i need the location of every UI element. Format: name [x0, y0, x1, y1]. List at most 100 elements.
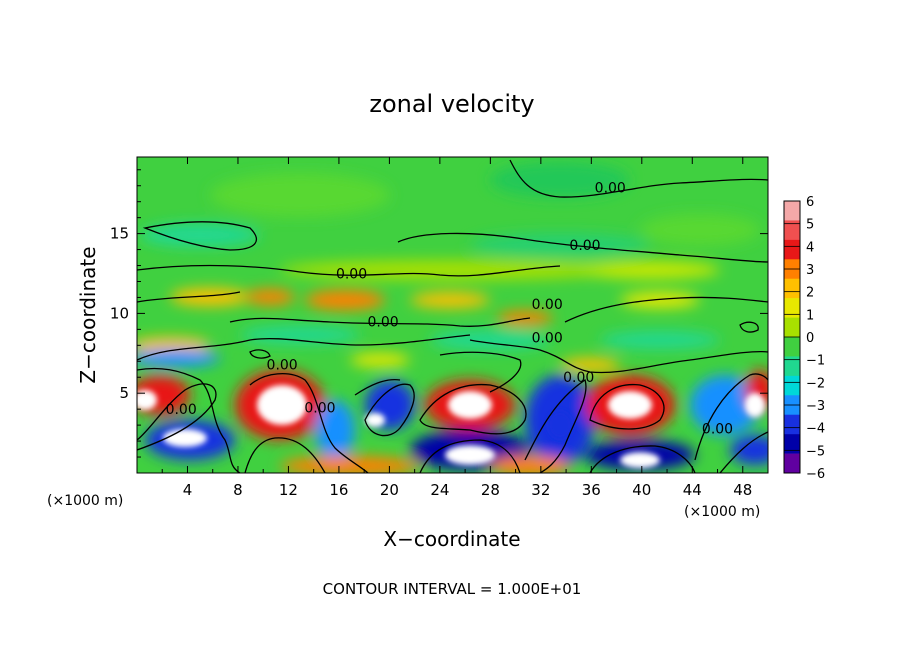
zero-contours	[137, 159, 768, 473]
plot-frame	[136, 156, 769, 474]
contour-label: 0.00	[595, 180, 626, 196]
field-patch	[280, 456, 420, 473]
colorbar-swatch	[784, 201, 800, 221]
colorbar-tick-label: −1	[806, 354, 825, 369]
x-axis-label: X−coordinate	[383, 527, 520, 551]
colorbar-swatch	[784, 375, 800, 396]
field-patch	[210, 173, 390, 217]
contour-label: 0.00	[563, 370, 594, 386]
field-patch	[745, 393, 765, 417]
x-axis: 4 8 12 16 20 24 28 32 36 40 44 48	[161, 157, 752, 499]
colorbar-tick-label: 3	[806, 263, 814, 278]
contour-line	[354, 379, 401, 396]
y-axis-label: Z−coordinate	[76, 246, 100, 383]
field-patch	[137, 337, 210, 353]
contour-label: 0.00	[304, 401, 335, 417]
contour-line	[419, 439, 521, 473]
contour-label: 0.00	[368, 314, 399, 330]
contour-line	[719, 431, 768, 473]
contour-line	[469, 339, 768, 374]
contour-line	[739, 321, 759, 333]
x-tick-label: 44	[683, 481, 702, 499]
colorbar-swatch	[784, 278, 800, 299]
field-patch	[163, 429, 207, 447]
colorbar-swatch	[784, 453, 800, 474]
colorbar: 6 5 4 3 2 1 0 −1 −2 −3 −4 −5 −6	[783, 195, 825, 482]
contour-line	[229, 317, 531, 327]
contour-label: 0.00	[267, 357, 298, 373]
colorbar-swatch	[784, 239, 800, 260]
contour-line	[137, 291, 241, 303]
field-patch	[257, 385, 307, 425]
field-patch	[620, 292, 700, 308]
x-tick-label: 36	[582, 481, 601, 499]
field-patch	[608, 391, 652, 419]
plot-area: 0.00 0.00 0.00 0.00 0.00 0.00 0.00 0.00 0.00 0.00…	[137, 157, 768, 473]
contour-line	[249, 349, 271, 359]
y-tick-label: 5	[119, 384, 129, 402]
contour-line	[364, 383, 415, 437]
field-patch	[430, 330, 550, 350]
field-patch	[170, 288, 250, 306]
contour-label: 0.00	[532, 330, 563, 346]
contour-line	[564, 296, 768, 323]
field-patch	[730, 435, 768, 465]
x-unit-right: (×1000 m)	[684, 504, 760, 520]
x-tick-label: 48	[733, 481, 752, 499]
x-tick-label: 16	[329, 481, 348, 499]
contour-line	[397, 232, 768, 263]
colorbar-swatch	[784, 414, 800, 435]
field-patch	[137, 390, 157, 410]
contour-interval-note: CONTOUR INTERVAL = 1.000E+01	[323, 580, 582, 598]
field-patch	[548, 411, 572, 439]
velocity-extremes	[137, 385, 765, 468]
field-patch	[490, 456, 570, 473]
x-tick-label: 20	[380, 481, 399, 499]
contour-line	[524, 378, 587, 473]
x-tick-label: 40	[632, 481, 651, 499]
contour-line	[137, 383, 217, 451]
colorbar-swatch	[784, 434, 800, 454]
x-tick-label: 8	[233, 481, 243, 499]
contour-labels: 0.00 0.00 0.00 0.00 0.00 0.00 0.00 0.00 0.00 0.00…	[166, 180, 734, 437]
x-tick-label: 4	[183, 481, 193, 499]
colorbar-swatch	[784, 317, 800, 338]
contour-line	[694, 373, 768, 461]
field-patch	[640, 214, 760, 246]
contour-label: 0.00	[336, 267, 367, 283]
colorbar-swatch	[784, 220, 800, 241]
field-patch	[280, 260, 620, 280]
colorbar-tick-label: −5	[806, 444, 825, 459]
y-tick-label: 10	[110, 304, 129, 322]
field-patch	[245, 289, 295, 305]
colorbar-tick-label: −4	[806, 422, 825, 437]
contour-line	[249, 373, 369, 473]
colorbar-swatch	[784, 337, 800, 357]
contour-line	[137, 264, 561, 277]
field-patch	[580, 261, 720, 279]
contour-line	[589, 383, 665, 430]
colorbar-tick-label: 4	[806, 240, 814, 255]
field-patch	[470, 233, 650, 257]
contour-label: 0.00	[166, 402, 197, 418]
field-patch	[600, 331, 720, 349]
colorbar-tick-label: 5	[806, 218, 814, 233]
contour-label: 0.00	[532, 297, 563, 313]
field-patch	[490, 162, 630, 198]
field-patch	[315, 400, 355, 460]
y-axis: 5 10 15	[110, 169, 768, 458]
field-patch	[445, 445, 495, 465]
y-tick-label: 15	[110, 225, 129, 243]
field-patch	[448, 391, 492, 419]
colorbar-swatch	[784, 356, 800, 377]
contour-label: 0.00	[702, 421, 733, 437]
colorbar-tick-label: 0	[806, 331, 814, 346]
field-patch	[410, 292, 490, 308]
colorbar-tick-label: 6	[806, 195, 814, 210]
field-patch	[305, 290, 385, 310]
field-patch	[560, 358, 620, 372]
colorbar-swatch	[784, 298, 800, 318]
contour-line	[137, 334, 471, 361]
x-tick-label: 28	[481, 481, 500, 499]
